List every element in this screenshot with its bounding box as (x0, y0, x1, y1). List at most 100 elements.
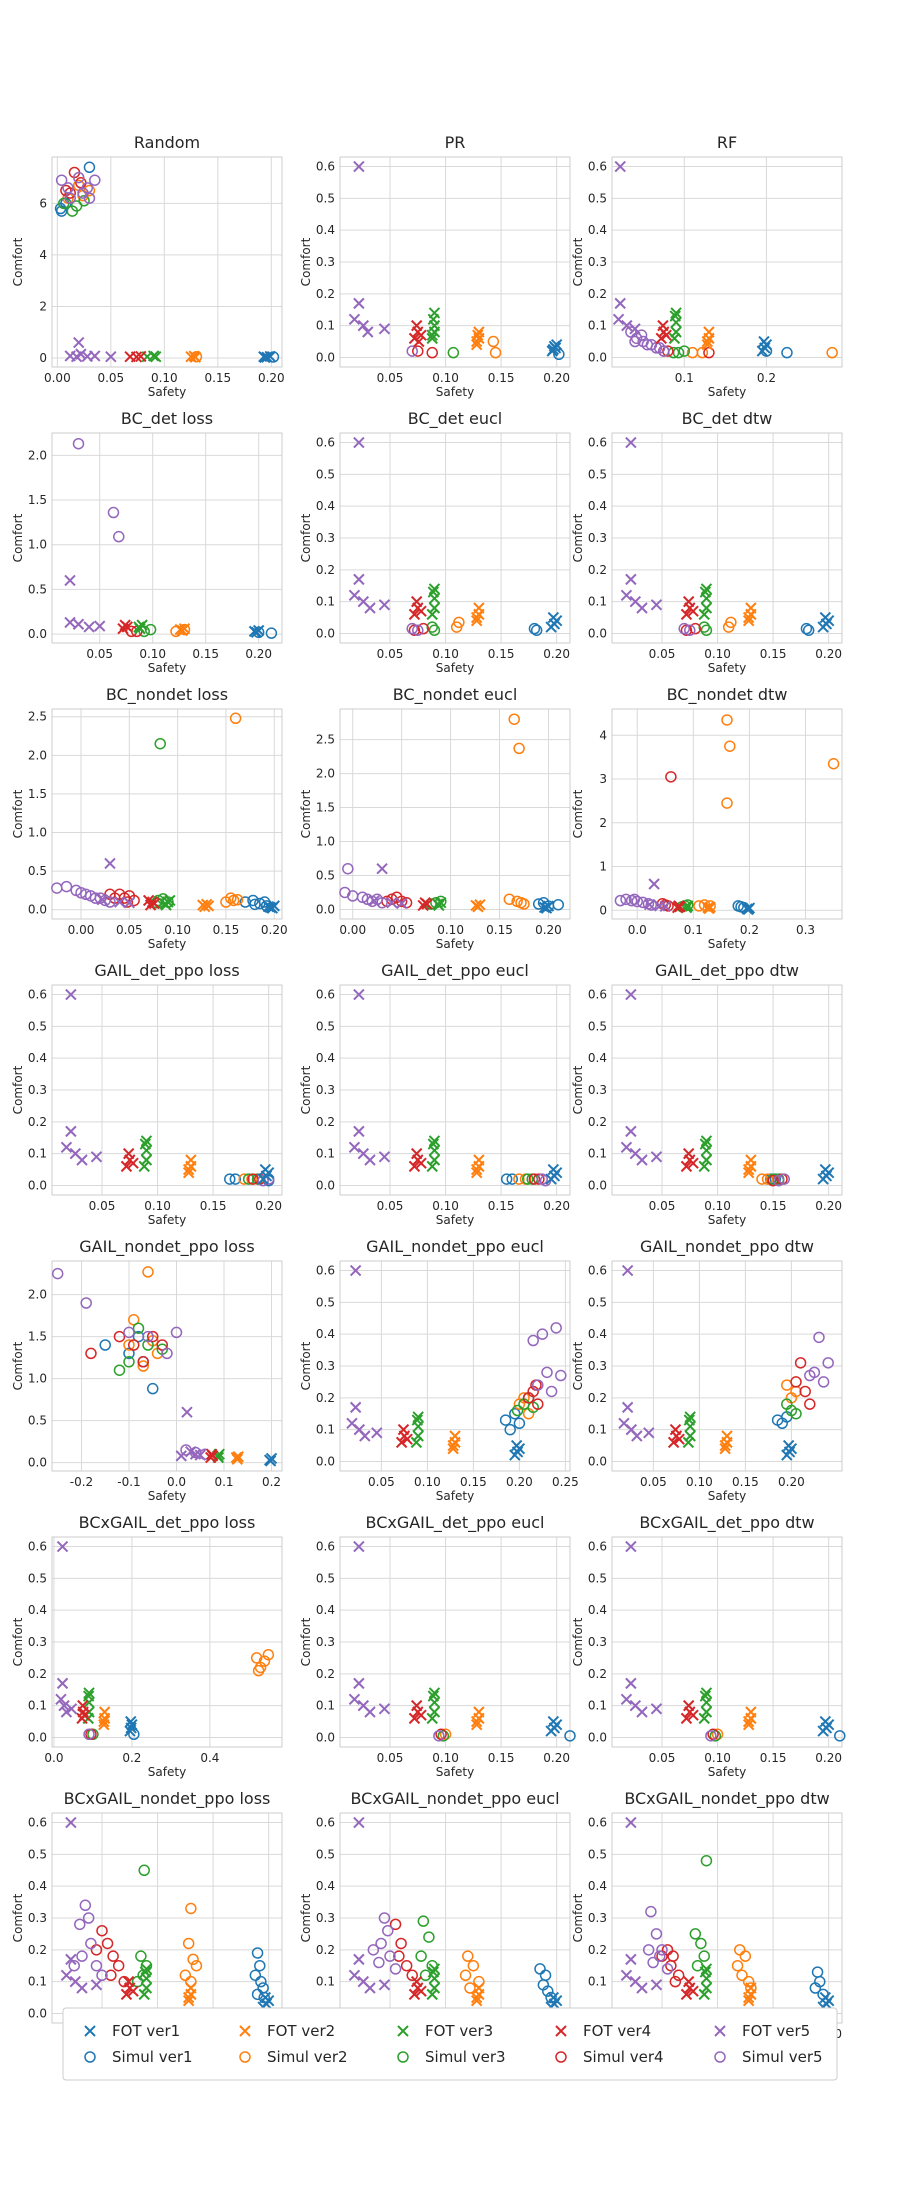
fot-ver5-point (353, 1125, 365, 1138)
fot-ver5-point (364, 1154, 376, 1166)
y-tick-label: 0.2 (588, 1667, 607, 1681)
fot-ver5-point (70, 350, 83, 363)
fot-ver5-point (65, 988, 77, 1001)
fot-ver2-point (742, 1995, 755, 2007)
x-tick-label: 0.05 (388, 923, 415, 937)
fot-ver2-point (701, 335, 713, 348)
simul-ver2-point (231, 893, 244, 906)
simul-ver5-point (96, 1969, 108, 1982)
subplot-title: GAIL_det_ppo dtw (655, 961, 799, 981)
simul-ver3-point (426, 621, 438, 633)
fot-ver4-point (415, 1985, 427, 1997)
plot-frame (339, 984, 571, 1196)
simul-ver4-point (426, 346, 438, 359)
simul-ver2-point (725, 616, 737, 629)
x-tick-label: 0.05 (649, 1751, 676, 1765)
fot-ver1-point (819, 1163, 832, 1176)
y-tick-label: 0.2 (316, 1943, 335, 1957)
y-axis-label: Comfort (11, 1893, 25, 1942)
legend-marker (84, 2025, 96, 2037)
y-tick-label: 0.4 (588, 1879, 607, 1893)
y-axis-label: Comfort (571, 513, 585, 562)
simul-ver3-point (672, 346, 685, 359)
y-tick-label: 0.0 (28, 2006, 47, 2020)
simul-ver5-point (406, 345, 418, 357)
y-tick-label: 0.3 (316, 255, 335, 269)
simul-ver1-point (504, 1423, 516, 1436)
simul-ver5-point (257, 1174, 269, 1187)
simul-ver5-point (527, 1334, 539, 1347)
simul-ver2-point (467, 1959, 480, 1972)
y-tick-label: 0.0 (316, 626, 335, 640)
simul-ver2-point (258, 1655, 271, 1667)
simul-ver3-point (698, 621, 710, 633)
fot-ver5-point (636, 1706, 648, 1718)
y-tick-label: 1.0 (316, 835, 335, 849)
fot-ver1-point (758, 335, 770, 348)
fot-ver5-point (83, 621, 95, 633)
fot-ver2-point (185, 1154, 197, 1166)
y-tick-label: 0.3 (28, 1083, 47, 1097)
simul-ver2-point (185, 1902, 197, 1915)
fot-ver5-point (625, 1816, 637, 1829)
fot-ver4-point (657, 319, 669, 332)
x-tick-label: 0.05 (368, 1475, 395, 1489)
fot-ver1-point (510, 1439, 523, 1452)
fot-ver3-point (412, 1411, 424, 1423)
simul-ver5-point (647, 1956, 659, 1969)
x-tick-label: 0.15 (204, 371, 231, 385)
fot-ver1-point (259, 1163, 272, 1176)
legend-marker (714, 2025, 726, 2037)
y-tick-label: 0.2 (316, 287, 335, 301)
fot-ver5-point (194, 1449, 206, 1461)
fot-ver3-point (698, 1988, 710, 2001)
fot-ver5-point (631, 1430, 643, 1442)
subplot-title: GAIL_det_ppo loss (94, 961, 239, 981)
x-axis-label: Safety (436, 937, 474, 951)
y-tick-label: 0.2 (316, 1667, 335, 1681)
simul-ver4-point (406, 1969, 418, 1982)
simul-ver2-point (462, 1950, 474, 1962)
y-axis-label: Comfort (299, 1065, 313, 1114)
simul-ver4-point (389, 1918, 402, 1931)
subplot-17: 0.05 0.10 0.15 0.20 0.0 0.1 0.2 0.3 0.4 0.5 0.6 BCx… (299, 1513, 576, 1779)
data-points (612, 160, 838, 359)
fot-ver3-point (426, 1712, 438, 1725)
fot-ver5-point (620, 589, 633, 601)
simul-ver2-point (137, 1360, 149, 1372)
simul-ver3-point (709, 1730, 722, 1742)
y-tick-label: 0 (39, 351, 47, 365)
subplot-19: 0.050.100.150.200.00.10.20.30.40.50.6BCx… (11, 1789, 283, 2055)
simul-ver5-point (89, 174, 101, 186)
y-axis-label: Comfort (571, 237, 585, 286)
x-tick-label: -0.2 (70, 1475, 93, 1489)
fot-ver2-point (742, 1991, 755, 2004)
fot-ver5-point (636, 1982, 648, 1994)
y-tick-label: 0.5 (316, 467, 335, 481)
subplot-16: 0.0 0.2 0.4 0.0 0.1 0.2 0.3 0.4 0.5 0.6 BCxGAIL_de… (11, 1513, 283, 1779)
simul-ver5-point (342, 862, 354, 875)
simul-ver2-point (459, 1969, 472, 1982)
fot-ver3-point (699, 1138, 712, 1150)
y-tick-label: 0.4 (316, 1879, 335, 1893)
simul-ver2-point (513, 1173, 525, 1185)
plot-frame (51, 1260, 283, 1472)
y-tick-label: 0.1 (28, 1975, 47, 1989)
fot-ver3-point (670, 326, 682, 338)
y-tick-label: 0.2 (588, 563, 607, 577)
x-tick-label: 0.20 (815, 1751, 842, 1765)
simul-ver3-point (678, 345, 691, 357)
y-tick-label: 1.5 (316, 801, 335, 815)
fot-ver5-point (395, 897, 408, 910)
simul-ver5-point (55, 174, 68, 186)
fot-ver5-point (348, 1693, 361, 1705)
x-tick-label: 0.25 (552, 1475, 579, 1489)
fot-ver5-point (629, 323, 641, 335)
y-tick-label: 0.6 (316, 1264, 335, 1278)
fot-ver4-point (410, 1147, 423, 1160)
simul-ver1-point (552, 898, 565, 911)
simul-ver4-point (128, 894, 140, 907)
fot-ver5-point (625, 1953, 637, 1966)
simul-ver5-point (375, 1937, 387, 1950)
fot-ver3-point (700, 1154, 713, 1166)
